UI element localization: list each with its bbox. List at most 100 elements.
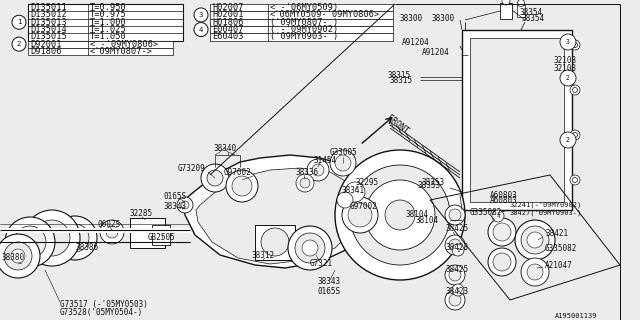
Circle shape: [488, 248, 516, 276]
Circle shape: [385, 200, 415, 230]
Circle shape: [300, 178, 310, 188]
Text: T=0.975: T=0.975: [90, 11, 127, 20]
Circle shape: [348, 203, 372, 227]
Bar: [210, 4, 393, 11]
Bar: [28, 48, 173, 55]
Text: G7321: G7321: [310, 260, 333, 268]
Text: G32505: G32505: [148, 233, 176, 242]
Text: 32285: 32285: [130, 209, 153, 218]
Circle shape: [24, 210, 80, 266]
Circle shape: [335, 150, 465, 280]
Bar: [152, 225, 170, 245]
Text: A91204: A91204: [422, 47, 450, 57]
Circle shape: [232, 176, 252, 196]
Text: 38340: 38340: [214, 143, 237, 153]
Circle shape: [11, 249, 25, 263]
Text: D135012: D135012: [30, 11, 67, 20]
Circle shape: [573, 132, 577, 138]
Text: G33005: G33005: [330, 148, 358, 156]
Bar: [210, 11, 393, 19]
Text: 38312: 38312: [252, 252, 275, 260]
Text: 38386: 38386: [75, 243, 98, 252]
Circle shape: [295, 233, 325, 263]
Text: A195001139: A195001139: [555, 313, 598, 319]
Text: 2: 2: [566, 137, 570, 143]
Text: 38421: 38421: [545, 228, 568, 237]
Text: 38380: 38380: [2, 253, 25, 262]
Bar: [517, 5, 525, 17]
Bar: [210, 26, 393, 33]
Text: 38425: 38425: [445, 266, 468, 275]
Text: T=0.950: T=0.950: [90, 3, 127, 12]
Circle shape: [493, 253, 511, 271]
Text: 38300: 38300: [432, 13, 455, 22]
Text: A60803: A60803: [490, 190, 518, 199]
Circle shape: [5, 217, 55, 267]
Text: 0165S: 0165S: [163, 191, 186, 201]
Text: A21047: A21047: [545, 260, 573, 269]
Text: 4: 4: [497, 213, 500, 219]
Text: 0602S: 0602S: [97, 220, 120, 228]
Circle shape: [573, 178, 577, 182]
Text: D135014: D135014: [30, 25, 67, 34]
Text: E00407: E00407: [212, 25, 243, 34]
Text: <'09MY0807->: <'09MY0807->: [90, 47, 153, 56]
Text: G73209: G73209: [178, 164, 205, 172]
Text: 38425: 38425: [445, 223, 468, 233]
Circle shape: [100, 220, 124, 244]
Circle shape: [4, 242, 32, 270]
Text: 32241(-'09MY0902): 32241(-'09MY0902): [510, 202, 582, 208]
Text: 38343: 38343: [318, 277, 341, 286]
Text: D135013: D135013: [30, 18, 67, 27]
Text: FRONT: FRONT: [385, 114, 410, 136]
Text: < -'09MY0806>: < -'09MY0806>: [90, 40, 158, 49]
Circle shape: [288, 226, 332, 270]
Circle shape: [445, 265, 465, 285]
Circle shape: [452, 244, 464, 256]
Text: 38315: 38315: [387, 70, 410, 79]
Text: T=1.025: T=1.025: [90, 25, 127, 34]
Text: A60803: A60803: [490, 196, 518, 204]
Circle shape: [335, 155, 351, 171]
Circle shape: [61, 224, 89, 252]
Text: 3: 3: [566, 39, 570, 45]
Text: G335082: G335082: [545, 244, 577, 252]
Circle shape: [194, 8, 208, 22]
Circle shape: [12, 15, 26, 29]
Text: 38423: 38423: [445, 243, 468, 252]
Bar: [462, 30, 572, 210]
Text: 38354: 38354: [522, 13, 545, 22]
Circle shape: [177, 197, 193, 213]
Circle shape: [445, 235, 465, 255]
Text: A91204: A91204: [402, 37, 429, 46]
Circle shape: [207, 170, 223, 186]
Circle shape: [261, 228, 289, 256]
Circle shape: [570, 175, 580, 185]
Circle shape: [181, 201, 189, 209]
Circle shape: [342, 197, 378, 233]
Circle shape: [14, 226, 46, 258]
Text: 2: 2: [566, 75, 570, 81]
Bar: [210, 33, 393, 41]
Circle shape: [34, 220, 70, 256]
Circle shape: [449, 294, 461, 306]
Circle shape: [560, 132, 576, 148]
Circle shape: [194, 22, 208, 36]
Text: 38341: 38341: [342, 186, 365, 195]
Circle shape: [53, 216, 97, 260]
Text: 38353: 38353: [422, 178, 445, 187]
Text: D135011: D135011: [30, 3, 67, 12]
Circle shape: [445, 290, 465, 310]
Text: G335082: G335082: [470, 207, 502, 217]
Text: 38427('09MY0903-): 38427('09MY0903-): [510, 210, 582, 216]
Text: 31454: 31454: [313, 156, 336, 164]
Text: H02001: H02001: [212, 11, 243, 20]
Circle shape: [302, 240, 318, 256]
Circle shape: [570, 130, 580, 140]
Circle shape: [493, 223, 511, 241]
Circle shape: [226, 170, 258, 202]
Text: ('09MY0807- ): ('09MY0807- ): [270, 18, 339, 27]
Circle shape: [527, 264, 543, 280]
Circle shape: [330, 150, 356, 176]
Text: G73517 (-'05MY0503): G73517 (-'05MY0503): [60, 300, 148, 309]
